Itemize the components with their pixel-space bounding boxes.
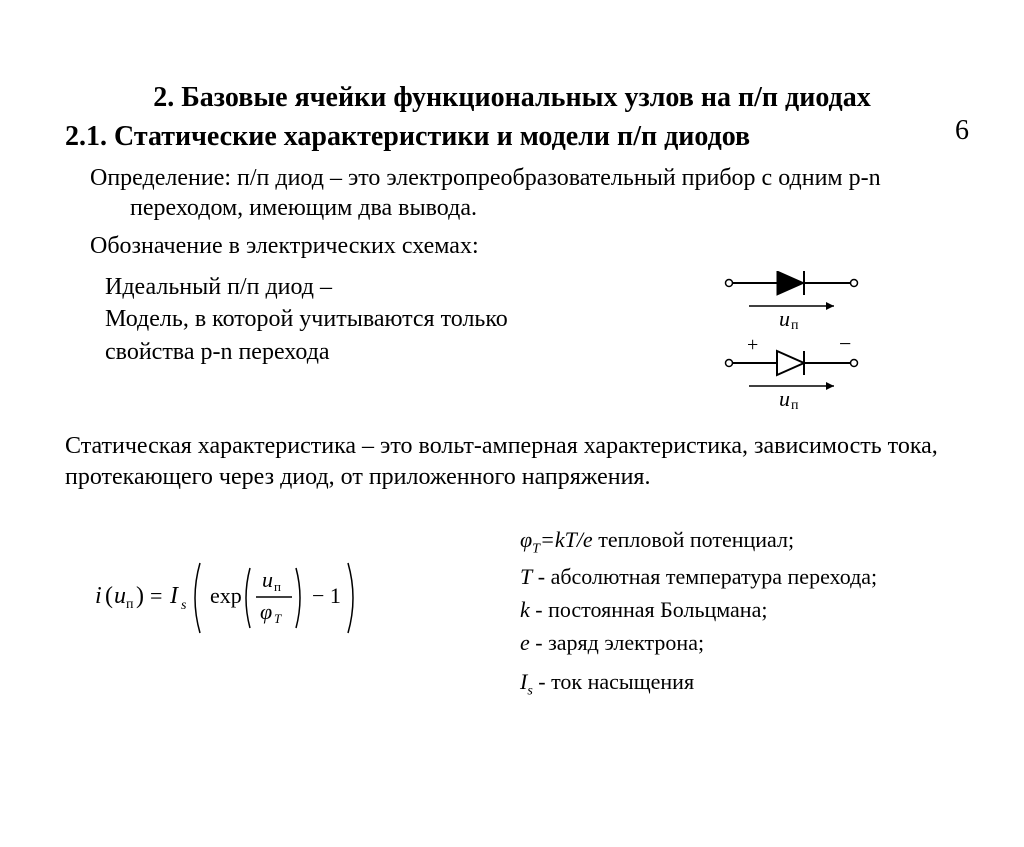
svg-text:(: (	[105, 583, 113, 609]
ideal-line-1: Идеальный п/п диод –	[105, 271, 699, 303]
u-label-1: u	[779, 306, 790, 331]
ideal-diode-text: Идеальный п/п диод – Модель, в которой у…	[0, 271, 709, 368]
section-heading: 2. Базовые ячейки функциональных узлов н…	[60, 80, 964, 115]
u-label-2: u	[779, 386, 790, 411]
legend-line-4: e - заряд электрона;	[520, 626, 1024, 659]
svg-text:): )	[136, 583, 144, 609]
definition-text: Определение: п/п диод – это электропреоб…	[90, 163, 969, 223]
svg-text:п: п	[126, 597, 134, 612]
subsection-heading: 2.1. Статические характеристики и модели…	[65, 121, 964, 153]
ideal-line-2: Модель, в которой учитываются только	[105, 303, 699, 335]
legend-line-1: φT=kT/e тепловой потенциал;	[520, 523, 1024, 559]
svg-text:− 1: − 1	[312, 583, 341, 608]
svg-text:=: =	[150, 583, 162, 608]
svg-text:exp: exp	[210, 583, 242, 608]
plus-sign-2: +	[747, 334, 758, 356]
u-sub-1: п	[791, 318, 799, 333]
page-number: 6	[955, 115, 969, 147]
legend-line-5: Is - ток насыщения	[520, 665, 1024, 701]
diode-symbols-container: + − u п + −	[709, 271, 1024, 421]
svg-text:s: s	[181, 598, 187, 613]
minus-sign: −	[839, 271, 851, 276]
diode-equation-icon: i ( u п ) = I s exp u п φ T − 1	[90, 553, 410, 643]
svg-text:I: I	[169, 583, 179, 609]
svg-text:п: п	[274, 579, 281, 594]
svg-text:T: T	[274, 611, 282, 626]
formula-legend: φT=kT/e тепловой потенциал; T - абсолютн…	[520, 523, 1024, 701]
u-sub-2: п	[791, 398, 799, 413]
ideal-line-3: свойства p-n перехода	[105, 336, 699, 368]
legend-line-3: k - постоянная Больцмана;	[520, 593, 1024, 626]
svg-text:u: u	[114, 583, 126, 609]
svg-text:u: u	[262, 567, 273, 592]
legend-line-2: T - абсолютная температура перехода;	[520, 560, 1024, 593]
svg-text:φ: φ	[260, 599, 272, 624]
formula-container: i ( u п ) = I s exp u п φ T − 1	[0, 523, 520, 643]
diode-symbol-icon: + − u п + −	[709, 271, 879, 421]
plus-sign: +	[747, 271, 758, 276]
svg-text:i: i	[95, 583, 102, 609]
static-characteristic-text: Статическая характеристика – это вольт-а…	[65, 431, 969, 493]
minus-sign-2: −	[839, 331, 851, 356]
schematic-label: Обозначение в электрических схемах:	[90, 231, 969, 261]
